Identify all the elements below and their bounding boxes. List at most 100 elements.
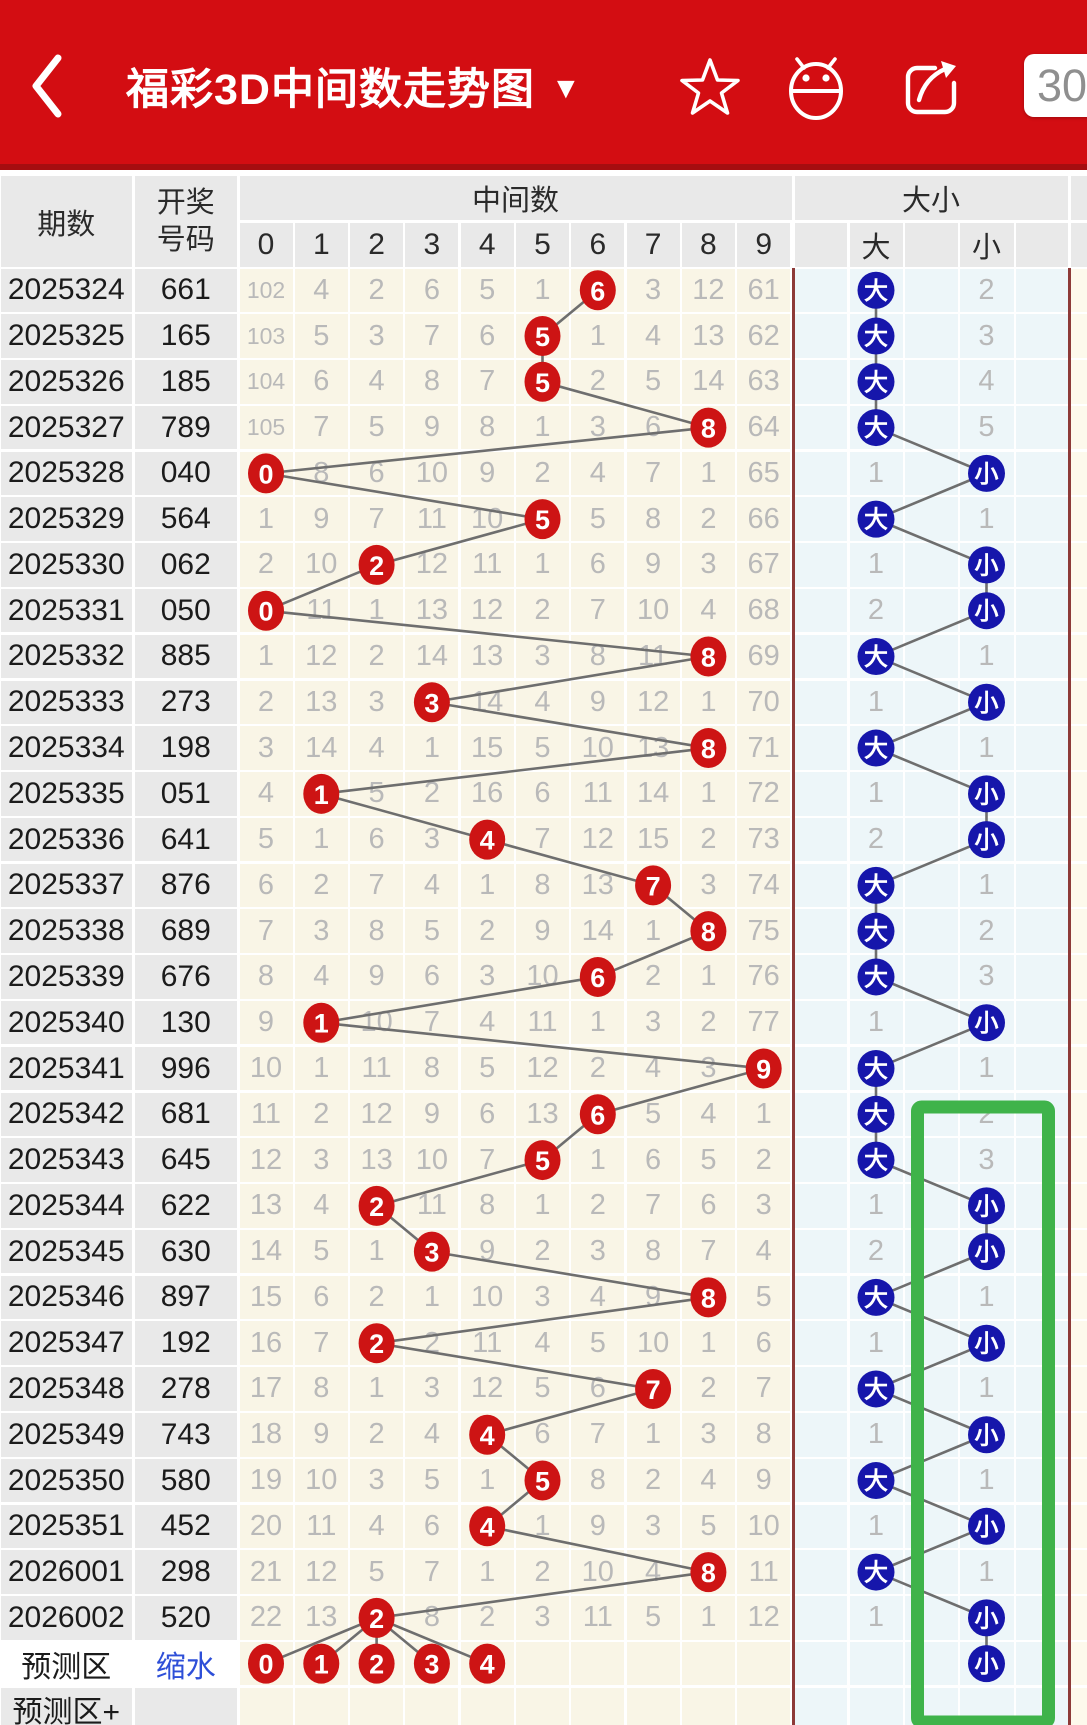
spacer-column-header xyxy=(1015,222,1068,267)
middle-count-cell: 3 xyxy=(516,1596,569,1640)
middle-count-cell: 69 xyxy=(737,634,791,679)
da-count-cell xyxy=(849,1275,903,1320)
middle-count-cell: 2 xyxy=(405,772,459,816)
middle-count-cell: 5 xyxy=(571,497,625,541)
number-cell: 040 xyxy=(134,451,237,496)
back-button[interactable] xyxy=(24,50,68,122)
middle-count-cell: 21 xyxy=(239,1550,293,1594)
middle-count-cell xyxy=(571,1687,625,1725)
middle-count-cell: 2 xyxy=(460,1596,514,1640)
app-bar: 福彩3D中间数走势图 ▼ 30 xyxy=(0,0,1087,170)
middle-count-cell: 5 xyxy=(239,817,293,862)
middle-count-cell: 14 xyxy=(626,772,680,816)
middle-count-cell: 7 xyxy=(681,1229,735,1274)
da-count-cell xyxy=(849,360,903,404)
bigsmall-spacer-cell xyxy=(1015,497,1068,541)
middle-count-cell: 4 xyxy=(294,1184,348,1228)
number-cell: 185 xyxy=(134,360,237,404)
middle-count-cell: 7 xyxy=(460,360,514,404)
da-count-cell xyxy=(849,1458,903,1503)
bigsmall-spacer-cell xyxy=(904,1458,958,1503)
middle-count-cell: 16 xyxy=(460,772,514,816)
next-section-cell xyxy=(1070,726,1087,770)
middle-count-cell: 5 xyxy=(681,1138,735,1182)
middle-count-cell: 1 xyxy=(405,726,459,770)
spacer-column-header xyxy=(794,222,847,267)
middle-count-cell: 5 xyxy=(626,1596,680,1640)
xiao-count-cell xyxy=(959,680,1014,725)
bigsmall-spacer-cell xyxy=(904,314,958,358)
middle-count-cell: 2 xyxy=(681,1367,735,1411)
middle-count-cell: 62 xyxy=(737,314,791,358)
bigsmall-spacer-cell xyxy=(904,634,958,679)
middle-count-cell: 12 xyxy=(681,268,735,312)
da-count-cell: 1 xyxy=(849,1596,903,1640)
middle-count-cell: 2 xyxy=(681,817,735,862)
middle-count-cell xyxy=(239,451,293,496)
middle-count-cell: 5 xyxy=(626,360,680,404)
da-count-cell: 1 xyxy=(849,1000,903,1045)
middle-count-cell xyxy=(626,863,680,908)
middle-count-cell: 9 xyxy=(405,405,459,450)
middle-count-cell: 11 xyxy=(626,634,680,679)
xiao-count-cell xyxy=(959,1184,1014,1228)
middle-count-cell: 8 xyxy=(294,451,348,496)
middle-count-cell xyxy=(294,1641,348,1686)
middle-count-cell xyxy=(239,1641,293,1686)
bigsmall-spacer-cell xyxy=(904,1092,958,1137)
da-count-cell xyxy=(849,314,903,358)
number-cell: 564 xyxy=(134,497,237,541)
bigsmall-spacer-cell xyxy=(1015,360,1068,404)
middle-count-cell: 11 xyxy=(571,1596,625,1640)
middle-count-cell xyxy=(239,1687,293,1725)
da-count-cell: 2 xyxy=(849,588,903,633)
android-button[interactable] xyxy=(783,54,849,120)
middle-count-cell: 10 xyxy=(571,1550,625,1594)
xiao-count-cell: 4 xyxy=(959,360,1014,404)
middle-count-cell: 4 xyxy=(626,1550,680,1594)
middle-count-cell: 7 xyxy=(460,1138,514,1182)
middle-count-cell: 2 xyxy=(516,588,569,633)
period-cell: 预测区+ xyxy=(1,1687,132,1725)
shrink-link[interactable]: 缩水 xyxy=(134,1641,237,1686)
middle-count-cell: 5 xyxy=(350,405,404,450)
middle-count-cell: 6 xyxy=(350,451,404,496)
xiao-count-cell: 2 xyxy=(959,1092,1014,1137)
middle-count-cell: 2 xyxy=(516,451,569,496)
next-section-cell xyxy=(1070,268,1087,312)
middle-count-cell: 3 xyxy=(294,1138,348,1182)
favorite-button[interactable] xyxy=(677,54,743,120)
period-cell: 2025324 xyxy=(1,268,132,312)
middle-count-cell: 4 xyxy=(626,1046,680,1091)
period-cell: 2025332 xyxy=(1,634,132,679)
middle-count-cell: 3 xyxy=(681,1413,735,1457)
xiao-count-cell: 3 xyxy=(959,955,1014,999)
middle-count-cell xyxy=(681,1550,735,1594)
bigsmall-spacer-cell xyxy=(794,405,847,450)
bigsmall-spacer-cell xyxy=(794,1367,847,1411)
middle-count-cell xyxy=(405,680,459,725)
period-cell: 2025348 xyxy=(1,1367,132,1411)
bigsmall-spacer-cell xyxy=(904,863,958,908)
bigsmall-spacer-cell xyxy=(1015,726,1068,770)
middle-count-cell: 1 xyxy=(516,268,569,312)
share-button[interactable] xyxy=(897,54,963,120)
bigsmall-spacer-cell xyxy=(1015,405,1068,450)
number-cell: 298 xyxy=(134,1550,237,1594)
middle-count-cell: 5 xyxy=(516,1367,569,1411)
issue-count-badge[interactable]: 30 xyxy=(1024,54,1087,117)
da-count-cell xyxy=(849,1092,903,1137)
middle-count-cell: 3 xyxy=(239,726,293,770)
digit-column-header: 0 xyxy=(239,222,293,267)
middle-count-cell: 4 xyxy=(681,588,735,633)
middle-count-cell: 76 xyxy=(737,955,791,999)
bigsmall-spacer-cell xyxy=(904,1321,958,1365)
number-cell: 641 xyxy=(134,817,237,862)
middle-count-cell: 1 xyxy=(350,588,404,633)
middle-count-cell: 4 xyxy=(626,314,680,358)
title-dropdown[interactable]: 福彩3D中间数走势图 ▼ xyxy=(126,52,581,120)
middle-count-cell: 10 xyxy=(571,726,625,770)
middle-count-cell: 5 xyxy=(405,909,459,953)
middle-count-cell: 1 xyxy=(571,1138,625,1182)
middle-count-cell: 12 xyxy=(350,1092,404,1137)
